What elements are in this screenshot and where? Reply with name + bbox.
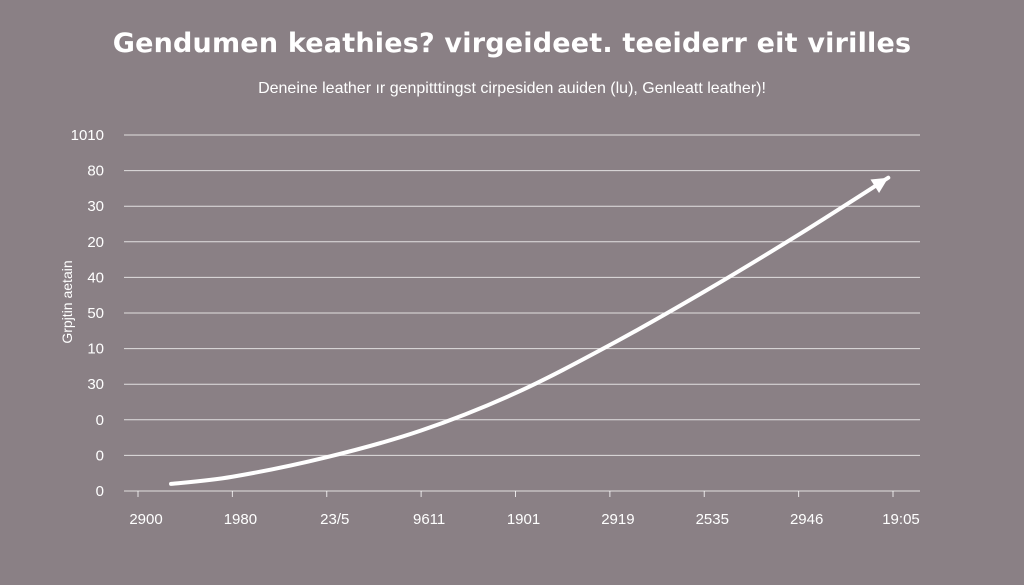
y-tick-label: 1010: [71, 127, 104, 144]
x-tick-label: 2900: [129, 511, 162, 528]
y-axis-ticks: 1010 80 30 20 40 50 10 30 0 0 0: [71, 127, 104, 500]
y-tick-label: 0: [96, 483, 104, 500]
x-tick-label: 2919: [601, 511, 634, 528]
x-tick-label: 1980: [224, 511, 257, 528]
chart-title: Gendumen keathies? virgeideet. teeiderr …: [112, 28, 912, 59]
y-axis-label: Grpjtin aetain: [59, 260, 75, 343]
x-tick-label: 19:05: [882, 511, 920, 528]
series-line-trend: [169, 175, 891, 486]
x-tick-label: 23/5: [320, 511, 349, 528]
y-tick-label: 30: [87, 198, 104, 215]
x-tick-label: 9611: [413, 511, 445, 528]
y-tick-label: 30: [87, 376, 104, 393]
x-tick-label: 1901: [507, 511, 540, 528]
x-axis-ticks: 2900 1980 23/5 9611 1901 2919 2535 2946 19:05: [129, 491, 920, 528]
y-tick-label: 0: [96, 412, 104, 429]
series-layer: [169, 175, 891, 486]
gridlines: [124, 134, 920, 492]
arrowhead: [870, 177, 889, 194]
x-tick-label: 2535: [696, 511, 729, 528]
y-tick-label: 20: [87, 234, 104, 251]
y-tick-label: 10: [87, 341, 104, 358]
chart-subtitle: Deneine leather ır genpitttingst cirpesi…: [258, 80, 766, 97]
y-tick-label: 40: [87, 269, 104, 286]
y-tick-label: 80: [87, 163, 104, 180]
x-tick-label: 2946: [790, 511, 823, 528]
y-tick-label: 0: [96, 447, 104, 464]
y-tick-label: 50: [87, 305, 104, 322]
